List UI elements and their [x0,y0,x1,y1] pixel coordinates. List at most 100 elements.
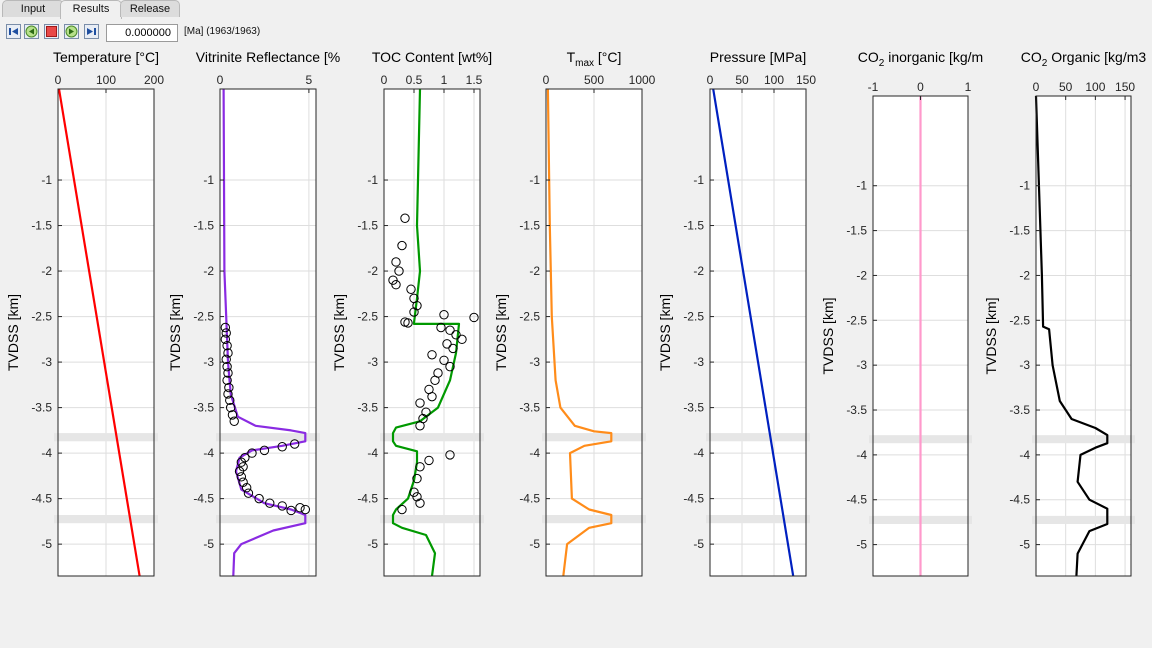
y-tick-label: -4 [693,446,704,460]
y-tick-label: -3.5 [683,401,704,415]
observed-point [412,300,422,311]
x-tick-label: 1.5 [466,73,483,87]
observed-point [457,334,467,345]
observed-point [225,402,236,413]
y-tick-label: -3.5 [846,403,867,417]
x-tick-label: 0 [381,73,388,87]
depth-band [380,433,484,442]
y-tick-label: -3 [529,355,540,369]
observed-point [223,368,233,378]
x-tick-label: 500 [584,73,604,87]
y-tick-label: -1 [41,173,52,187]
observed-point [265,498,275,508]
observed-point [439,355,449,365]
series-line [1034,95,1109,577]
y-tick-label: -2.5 [31,310,52,324]
observed-point [406,284,416,294]
last-step-button[interactable] [84,24,99,39]
step-back-icon [25,25,38,38]
y-tick-label: -4 [856,448,867,462]
observed-point [220,322,231,333]
x-tick-label: 200 [144,73,164,87]
observed-point [412,473,422,484]
observed-point [241,483,252,493]
time-input[interactable] [106,24,178,42]
step-forward-button[interactable] [64,24,79,39]
observed-point [289,439,300,449]
observed-point [427,350,437,360]
observed-point [388,275,398,285]
y-tick-label: -4.5 [846,493,867,507]
depth-band [542,433,646,442]
y-axis-label: TVDSS [km] [493,294,509,371]
y-tick-label: -3 [1019,358,1030,372]
observed-point [469,312,479,323]
observed-point [221,328,231,338]
observed-point [397,240,407,251]
y-tick-label: -5 [529,537,540,551]
y-tick-label: -4 [41,446,52,460]
observed-point [409,487,419,497]
y-tick-label: -3.5 [31,401,52,415]
depth-band [54,515,158,524]
y-tick-label: -1 [367,173,378,187]
first-step-button[interactable] [6,24,21,39]
observed-point [415,398,425,408]
y-tick-label: -1.5 [519,219,540,233]
depth-band [216,515,320,524]
observed-point [234,466,245,477]
y-tick-label: -4.5 [193,492,214,506]
stop-button[interactable] [44,24,59,39]
observed-point [223,389,233,399]
x-tick-label: 0 [707,73,714,87]
x-tick-label: 5 [306,73,313,87]
y-axis-label: TVDSS [km] [167,294,183,371]
plot-area [384,89,480,576]
first-step-icon [9,28,18,35]
observed-point [442,339,452,349]
axes-frame [1035,95,1132,577]
step-forward-icon [65,25,78,38]
x-tick-label: 100 [96,73,116,87]
y-tick-label: -2.5 [683,310,704,324]
y-tick-label: -1 [693,173,704,187]
x-tick-label: 1 [441,73,448,87]
observed-point [439,310,449,320]
tab-bar: Input Results Release [0,0,1152,19]
observed-point [424,455,434,466]
x-tick-label: -1 [868,80,879,94]
y-tick-label: -1.5 [193,219,214,233]
tab-results[interactable]: Results [60,0,122,19]
y-tick-label: -2 [203,264,214,278]
observed-point [391,280,401,290]
observed-point [286,505,296,516]
depth-band [706,433,810,442]
y-tick-label: -1.5 [1009,224,1030,238]
step-back-button[interactable] [24,24,39,39]
observed-point [236,472,247,482]
panel-title: CO2 inorganic [kg/m [858,49,983,69]
depth-band [216,433,320,442]
y-tick-label: -2.5 [193,310,214,324]
observed-point [400,213,410,223]
y-tick-label: -3 [203,355,214,369]
y-tick-label: -4.5 [683,492,704,506]
y-tick-label: -2.5 [357,310,378,324]
y-tick-label: -4.5 [1009,493,1030,507]
x-tick-label: 0 [543,73,550,87]
observed-point [238,477,248,487]
observed-point [259,445,270,456]
y-tick-label: -4.5 [31,492,52,506]
observed-point [227,410,238,420]
depth-band [542,515,646,524]
depth-band [706,515,810,524]
y-tick-label: -4 [529,446,540,460]
y-axis-label: TVDSS [km] [5,294,21,371]
y-tick-label: -2 [856,268,867,282]
panel-4: 0 500 1000 -1 -1.5 -2 -2.5 -3 -3.5 -4 -4.5 -5 TVDSS … [493,49,656,577]
y-tick-label: -4.5 [357,492,378,506]
panel-5: 0 50 100 150 -1 -1.5 -2 -2.5 -3 -3.5 -4 -4.5 -5 TVDSS… [657,49,816,577]
x-tick-label: 0 [917,80,924,94]
tab-release[interactable]: Release [120,0,180,17]
